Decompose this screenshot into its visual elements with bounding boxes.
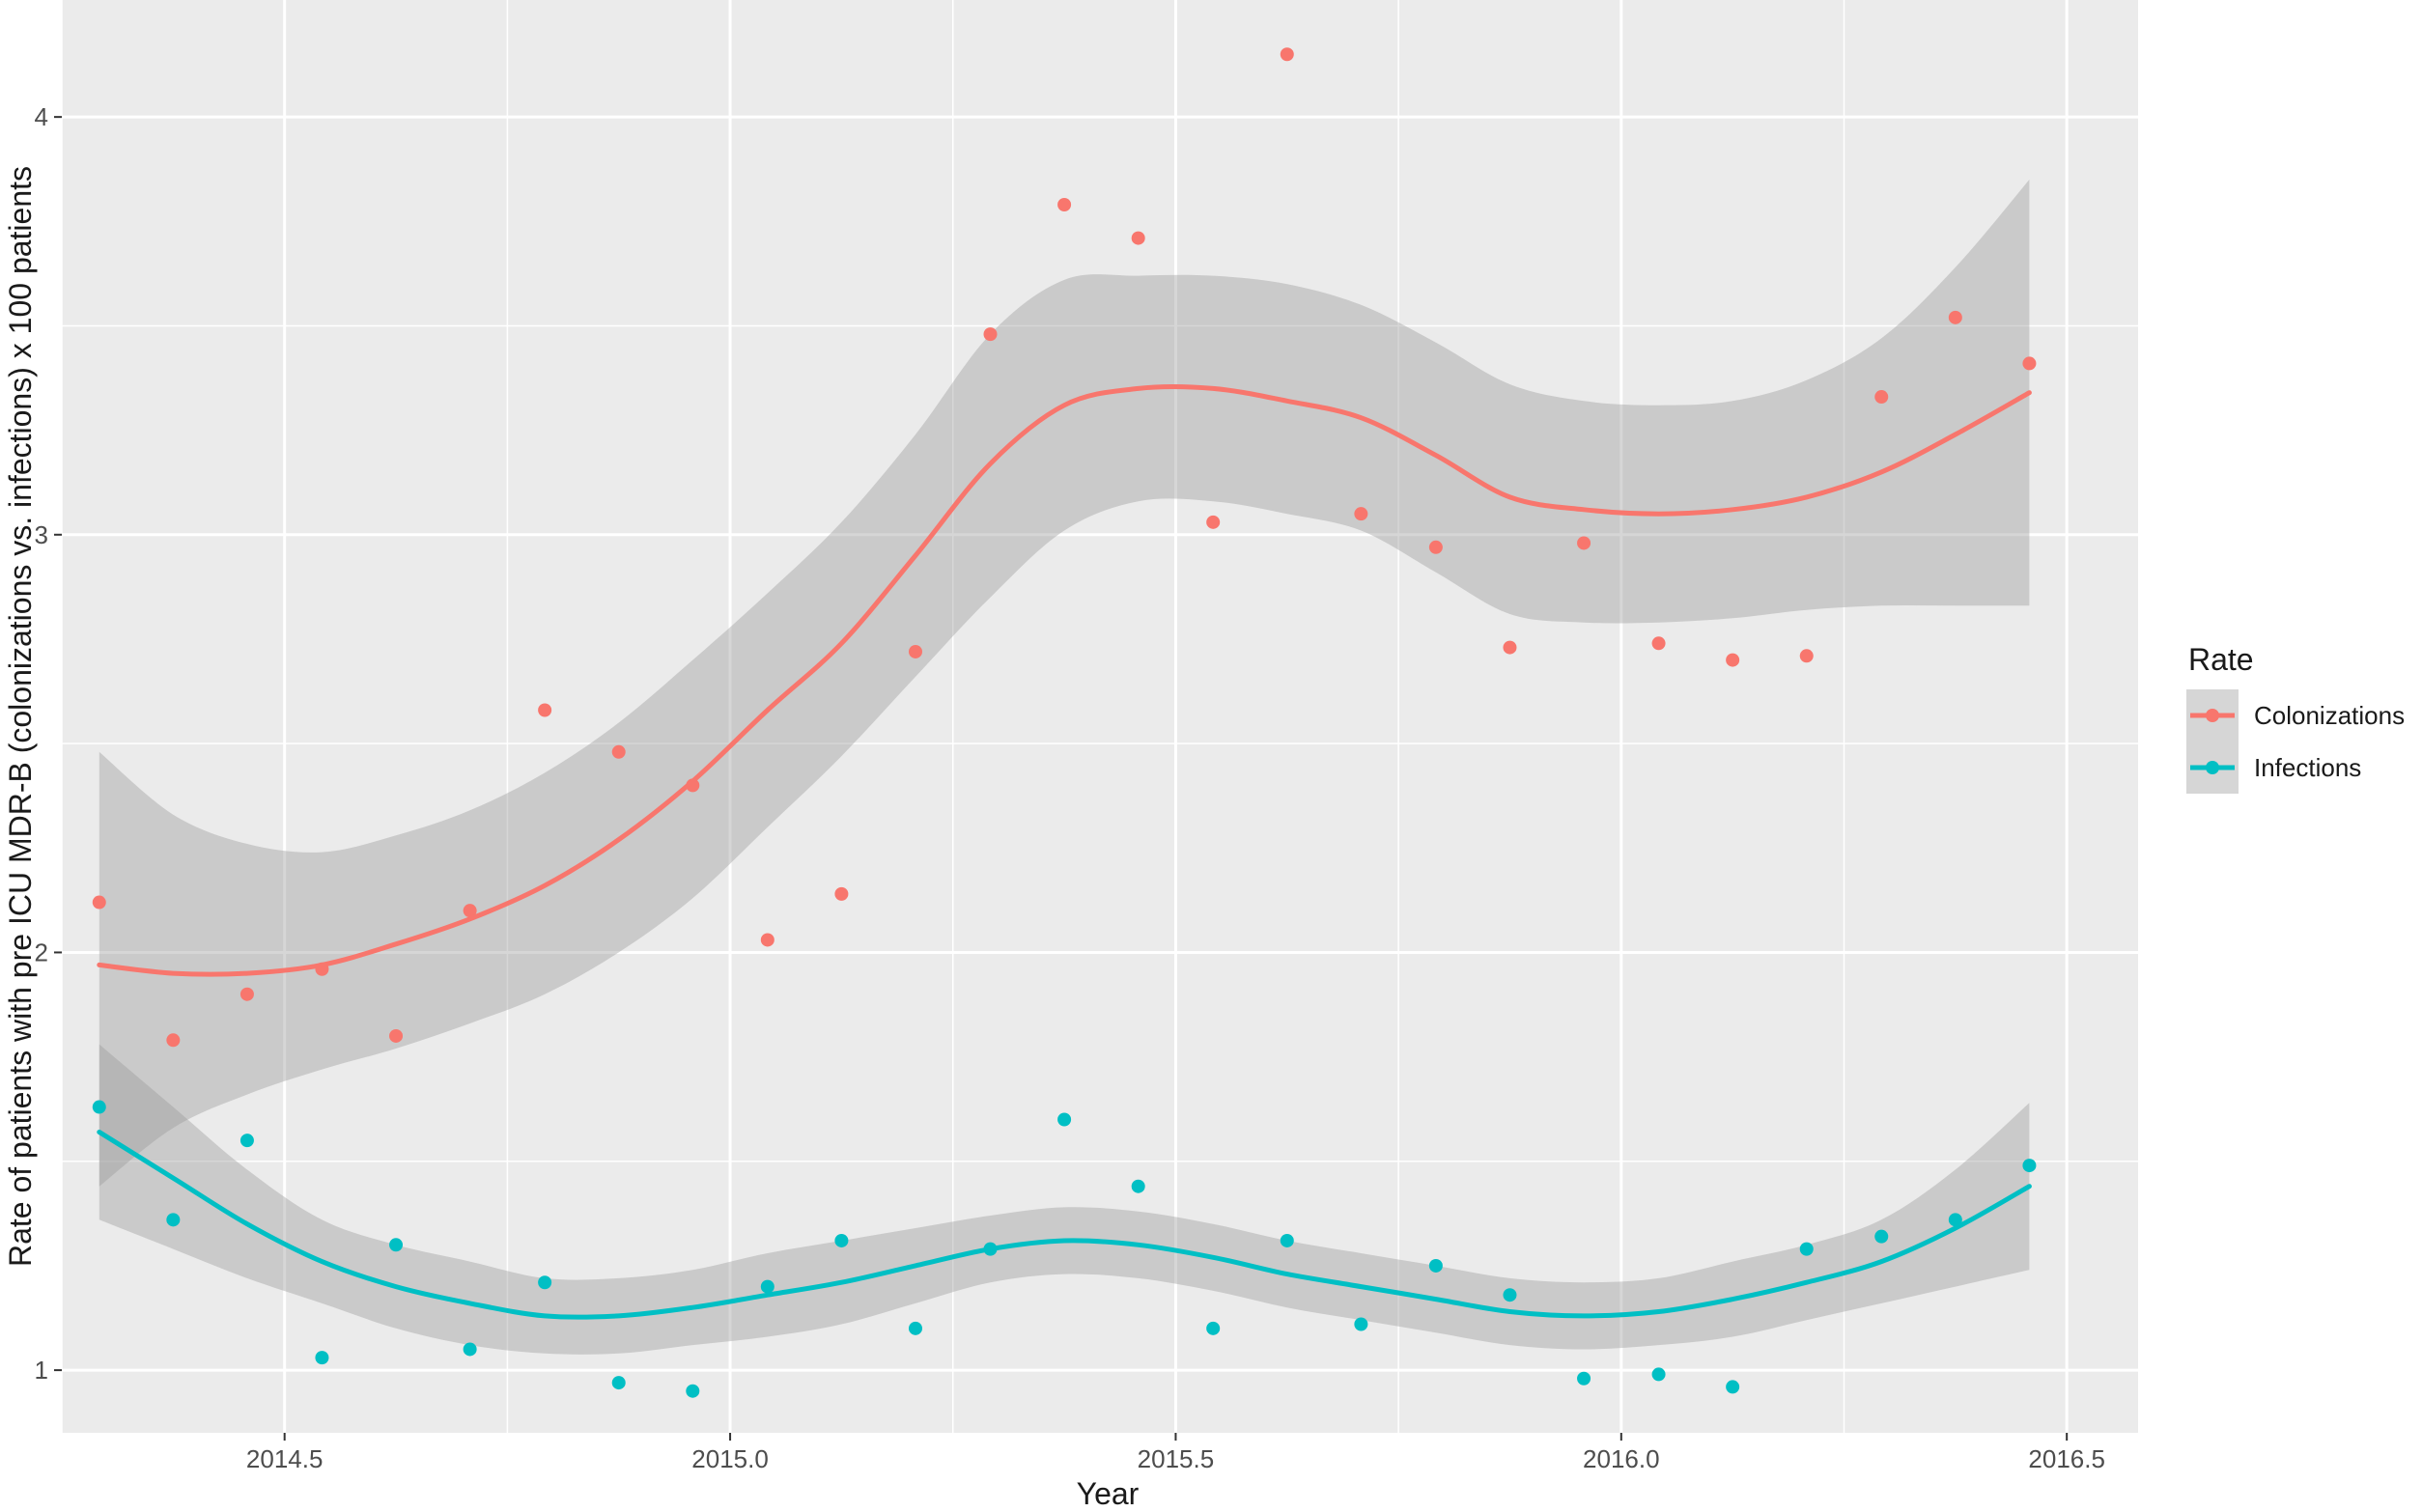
data-point-infections bbox=[463, 1342, 477, 1357]
y-tick-label: 3 bbox=[35, 520, 48, 549]
data-point-infections bbox=[1280, 1233, 1294, 1247]
data-point-colonizations bbox=[1874, 390, 1889, 405]
data-point-infections bbox=[1354, 1317, 1368, 1331]
data-point-colonizations bbox=[760, 933, 774, 947]
x-axis: 2014.5 2015.0 2015.5 2016.0 2016.5 bbox=[246, 1433, 2105, 1473]
grid-major bbox=[62, 0, 2138, 1433]
data-point-colonizations bbox=[1948, 310, 1962, 324]
x-tick-label: 2016.5 bbox=[2028, 1444, 2105, 1473]
data-point-infections bbox=[1503, 1288, 1517, 1302]
data-point-colonizations bbox=[834, 886, 849, 901]
data-point-colonizations bbox=[538, 703, 552, 717]
plot-panel bbox=[62, 0, 2138, 1433]
legend-label-colonizations: Colonizations bbox=[2254, 701, 2405, 730]
data-point-infections bbox=[1131, 1179, 1145, 1193]
data-point-colonizations bbox=[92, 895, 106, 910]
data-points bbox=[92, 47, 2037, 1398]
data-point-infections bbox=[166, 1213, 181, 1227]
legend-key-point bbox=[2206, 709, 2219, 722]
data-point-colonizations bbox=[1726, 653, 1740, 667]
data-point-infections bbox=[239, 1134, 254, 1148]
x-axis-title: Year bbox=[1077, 1476, 1140, 1511]
confidence-band-colonizations bbox=[99, 180, 2030, 1187]
y-tick-label: 2 bbox=[35, 938, 48, 966]
data-point-infections bbox=[1726, 1380, 1740, 1394]
data-point-infections bbox=[1206, 1321, 1221, 1335]
data-point-colonizations bbox=[1651, 636, 1666, 651]
data-point-infections bbox=[1428, 1258, 1443, 1273]
data-point-infections bbox=[389, 1238, 404, 1252]
data-point-colonizations bbox=[1503, 640, 1517, 655]
data-point-colonizations bbox=[611, 744, 626, 759]
data-point-colonizations bbox=[1131, 231, 1145, 245]
y-axis-title: Rate of patients with pre ICU MDR-B (col… bbox=[3, 166, 38, 1267]
data-point-infections bbox=[1651, 1367, 1666, 1382]
x-tick-label: 2015.0 bbox=[691, 1444, 769, 1473]
data-point-infections bbox=[760, 1279, 774, 1294]
data-point-infections bbox=[1057, 1112, 1072, 1127]
data-point-colonizations bbox=[983, 327, 998, 342]
data-point-colonizations bbox=[463, 904, 477, 918]
data-point-colonizations bbox=[1577, 536, 1591, 550]
confidence-ribbons bbox=[99, 180, 2030, 1355]
y-tick-label: 1 bbox=[35, 1356, 48, 1385]
data-point-infections bbox=[92, 1100, 106, 1114]
data-point-infections bbox=[538, 1275, 552, 1290]
data-point-colonizations bbox=[389, 1028, 404, 1043]
data-point-infections bbox=[686, 1384, 700, 1398]
y-tick-label: 4 bbox=[35, 102, 48, 131]
grid-minor bbox=[61, 0, 2138, 1433]
y-axis: 1 2 3 4 bbox=[35, 102, 62, 1385]
data-point-infections bbox=[834, 1233, 849, 1247]
legend-key-point bbox=[2206, 761, 2219, 774]
data-point-infections bbox=[1799, 1242, 1814, 1256]
smooth-lines bbox=[97, 383, 2032, 1320]
x-tick-label: 2015.5 bbox=[1138, 1444, 1215, 1473]
data-point-infections bbox=[1577, 1371, 1591, 1386]
smooth-line-infections bbox=[97, 1130, 2032, 1320]
x-tick-label: 2016.0 bbox=[1583, 1444, 1660, 1473]
data-point-infections bbox=[611, 1376, 626, 1390]
data-point-colonizations bbox=[166, 1033, 181, 1048]
data-point-colonizations bbox=[2022, 356, 2037, 371]
data-point-colonizations bbox=[1354, 507, 1368, 521]
data-point-infections bbox=[315, 1351, 329, 1365]
data-point-colonizations bbox=[1280, 47, 1294, 62]
x-tick-label: 2014.5 bbox=[246, 1444, 324, 1473]
data-point-colonizations bbox=[1428, 540, 1443, 554]
data-point-colonizations bbox=[239, 987, 254, 1001]
data-point-colonizations bbox=[1799, 649, 1814, 663]
smooth-line-colonizations bbox=[97, 383, 2032, 977]
legend: Rate Colonizations Infections bbox=[2186, 642, 2405, 794]
data-point-colonizations bbox=[908, 644, 922, 658]
legend-title: Rate bbox=[2188, 642, 2254, 677]
data-point-infections bbox=[2022, 1159, 2037, 1173]
data-point-infections bbox=[908, 1321, 922, 1335]
data-point-infections bbox=[1948, 1213, 1962, 1227]
data-point-infections bbox=[1874, 1229, 1889, 1244]
legend-label-infections: Infections bbox=[2254, 753, 2361, 782]
data-point-colonizations bbox=[1206, 515, 1221, 529]
data-point-colonizations bbox=[1057, 198, 1072, 211]
